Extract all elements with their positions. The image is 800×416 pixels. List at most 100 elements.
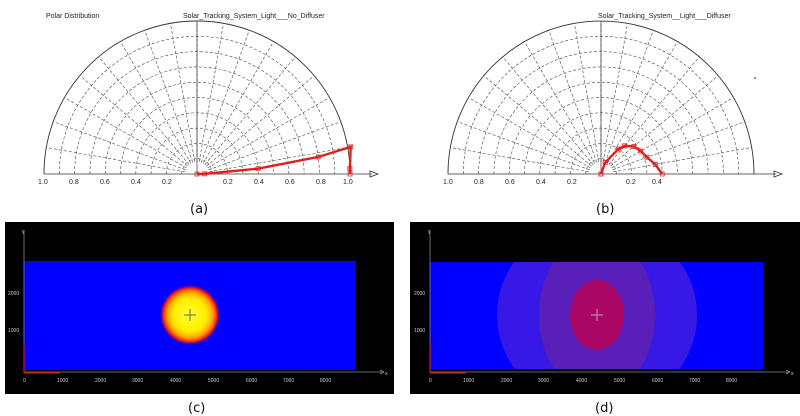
polar-b-point-6 <box>638 148 644 154</box>
polar-a-point-5 <box>347 166 353 172</box>
polar-a-spoke-10 <box>209 147 348 173</box>
polar-b-tick-left-2: 0.6 <box>505 179 515 186</box>
heatmap-c-xtick-2: 2000 <box>95 378 106 384</box>
heatmap-c-xtick-5: 5000 <box>208 378 219 384</box>
caption-b: (b) <box>596 202 614 217</box>
polar-b-tick-labels: 1.0 0.8 0.6 0.4 0.2 0.2 0.4 <box>443 179 662 186</box>
heatmap-d-ytick-0: 2000 <box>414 291 425 297</box>
polar-a-subtitle: Solar_Tracking_System_Light___No_Diffuse… <box>183 13 325 20</box>
polar-b-stray-dot <box>754 77 756 79</box>
polar-b-spoke-170 <box>450 147 589 173</box>
polar-b-spoke-140 <box>483 75 592 167</box>
heatmap-d-xtick-8: 8000 <box>726 378 737 384</box>
heatmap-d-xtick-7: 7000 <box>689 378 700 384</box>
polar-a-tick-right-3: 0.8 <box>316 179 326 186</box>
caption-a: (a) <box>190 202 208 217</box>
heatmap-c-xtick-1: 1000 <box>57 378 68 384</box>
polar-b-series-line-0 <box>599 144 664 175</box>
polar-a-point-6 <box>347 171 353 177</box>
polar-a-point-4 <box>348 144 354 150</box>
heatmap-c: y x 2000 1000 0 1000 2000 3000 4000 5000… <box>5 222 394 416</box>
heatmap-d-xlabel: x <box>791 371 794 377</box>
heatmap-d-xtick-2: 2000 <box>501 378 512 384</box>
polar-b-point-8 <box>652 162 658 167</box>
heatmap-d-xtick-4: 4000 <box>576 378 587 384</box>
heatmap-d-ytick-1: 1000 <box>414 328 425 334</box>
polar-b-ring-6 <box>508 81 694 175</box>
polar-a-tick-left-3: 0.4 <box>131 179 141 186</box>
polar-b-spoke-130 <box>502 56 594 165</box>
heatmap-c-xtick-7: 7000 <box>283 378 294 384</box>
heatmap-d-ylabel: y <box>428 229 431 235</box>
polar-b-tick-right-0: 0.2 <box>626 179 636 186</box>
caption-d: (d) <box>595 401 613 416</box>
polar-a-ring-1 <box>181 158 213 175</box>
polar-a-spoke-60 <box>202 41 274 164</box>
polar-b-point-5 <box>631 144 637 149</box>
polar-b-grid <box>447 20 784 178</box>
polar-a-spoke-110 <box>144 30 194 163</box>
polar-b-point-2 <box>602 160 608 165</box>
heatmap-d-xtick-1: 1000 <box>463 378 474 384</box>
polar-a-spoke-30 <box>207 97 330 169</box>
polar-a-spoke-70 <box>200 30 250 163</box>
polar-b-tick-left-0: 1.0 <box>443 179 453 186</box>
heatmap-d-xtick-3: 3000 <box>538 378 549 384</box>
polar-a-spoke-140 <box>79 75 188 167</box>
polar-b-spoke-30 <box>611 97 734 169</box>
polar-a-grid <box>43 20 380 178</box>
polar-a-tick-left-2: 0.6 <box>100 179 110 186</box>
polar-b-spoke-50 <box>608 56 700 165</box>
polar-a-point-2 <box>255 166 261 172</box>
polar-b-point-7 <box>644 154 650 160</box>
caption-c: (c) <box>188 401 205 416</box>
polar-a-spoke-20 <box>208 121 341 171</box>
polar-a-series <box>194 144 354 177</box>
heatmap-d-xtick-5: 5000 <box>614 378 625 384</box>
heatmap-c-xtick-3: 3000 <box>132 378 143 384</box>
polar-b-point-3 <box>616 146 621 152</box>
polar-b-spoke-80 <box>602 23 628 162</box>
polar-b-ring-1 <box>585 158 617 175</box>
polar-b-subtitle: Solar_Tracking_System__Light___Diffuser <box>598 13 731 20</box>
polar-a-title: Polar Distribution <box>46 13 99 20</box>
heatmap-d-crosshair <box>591 309 603 321</box>
polar-chart-b: Solar_Tracking_System__Light___Diffuser … <box>443 13 784 217</box>
polar-a-tick-right-0: 0.2 <box>223 179 233 186</box>
polar-b-spoke-100 <box>574 23 600 162</box>
polar-b-tick-right-1: 0.4 <box>652 179 662 186</box>
polar-a-point-3 <box>315 154 321 160</box>
heatmap-c-crosshair <box>184 309 196 321</box>
polar-a-spoke-100 <box>170 23 196 162</box>
polar-b-spoke-110 <box>548 30 598 163</box>
polar-b-point-1 <box>598 171 604 177</box>
polar-a-tick-left-0: 1.0 <box>38 179 48 186</box>
heatmap-c-xtick-0: 0 <box>23 378 26 384</box>
polar-a-spoke-120 <box>120 41 192 164</box>
heatmap-c-xtick-6: 6000 <box>246 378 257 384</box>
polar-a-spoke-150 <box>64 97 187 169</box>
heatmap-c-ytick-0: 2000 <box>8 291 19 297</box>
polar-a-tick-right-4: 1.0 <box>343 179 353 186</box>
polar-b-spoke-60 <box>606 41 678 164</box>
polar-b-spoke-40 <box>610 75 719 167</box>
polar-a-point-0 <box>194 171 200 177</box>
heatmap-c-xlabel: x <box>385 371 388 377</box>
polar-a-spoke-130 <box>98 56 190 165</box>
polar-b-spoke-160 <box>457 121 590 171</box>
heatmap-c-xtick-8: 8000 <box>320 378 331 384</box>
polar-a-series-line-0 <box>196 145 352 176</box>
heatmap-d-xtick-6: 6000 <box>652 378 663 384</box>
polar-a-spoke-160 <box>53 121 186 171</box>
polar-a-ring-6 <box>104 81 290 175</box>
polar-b-spoke-120 <box>524 41 596 164</box>
polar-b-point-4 <box>622 143 628 149</box>
polar-a-arrow <box>369 170 380 178</box>
polar-a-tick-labels: 1.0 0.8 0.6 0.4 0.2 0.2 0.4 0.6 0.8 1.0 <box>38 179 353 186</box>
heatmap-c-xtick-4: 4000 <box>170 378 181 384</box>
polar-b-spoke-10 <box>613 147 752 173</box>
polar-a-spoke-80 <box>198 23 224 162</box>
heatmap-c-ylabel: y <box>22 229 25 235</box>
polar-b-arrow <box>773 170 784 178</box>
